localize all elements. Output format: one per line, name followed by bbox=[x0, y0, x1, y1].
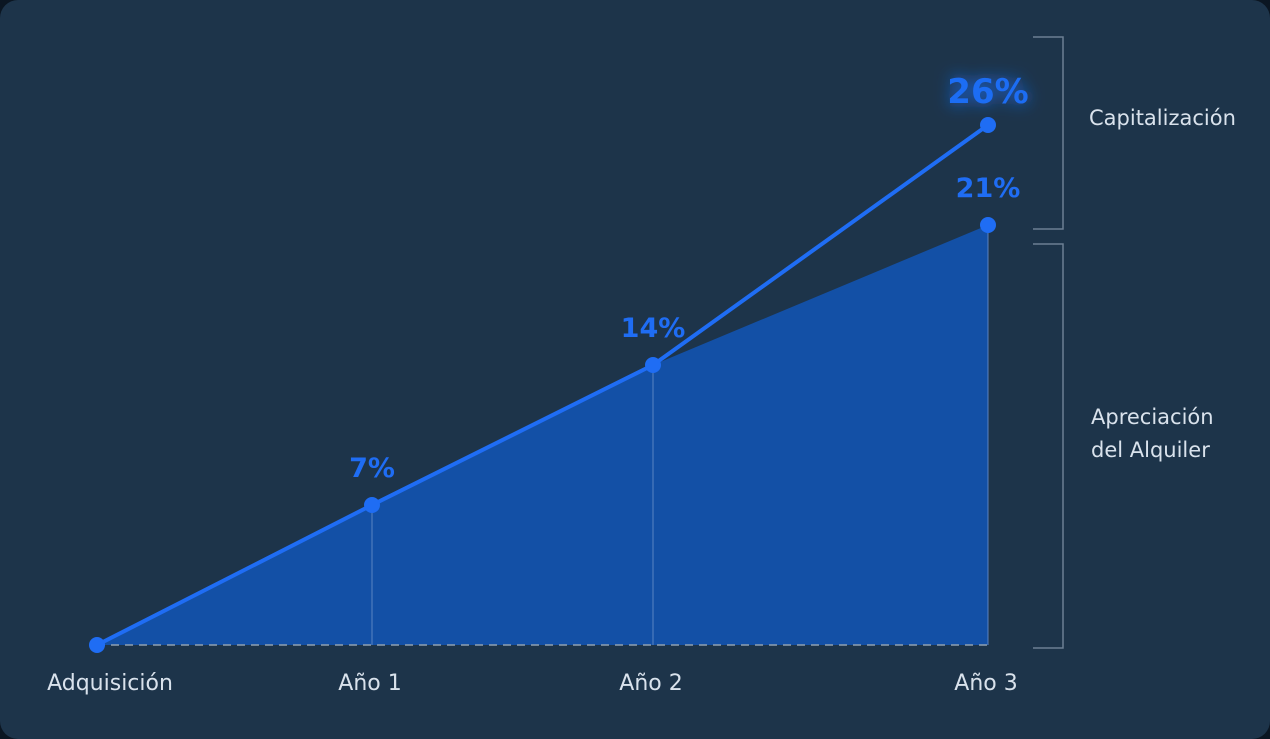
bracket-label-apreciacion: Apreciación bbox=[1091, 405, 1214, 429]
x-tick-label: Adquisición bbox=[47, 671, 173, 696]
bracket-apreciacion bbox=[1033, 243, 1064, 649]
x-tick-label: Año 3 bbox=[954, 671, 1017, 696]
series-line-capitalizacion bbox=[95, 123, 990, 647]
data-point bbox=[364, 497, 380, 513]
x-tick-label: Año 2 bbox=[619, 671, 682, 696]
data-label: 21% bbox=[956, 173, 1021, 204]
x-tick-label: Año 1 bbox=[338, 671, 401, 696]
bracket-capitalizacion bbox=[1033, 36, 1064, 230]
data-point bbox=[980, 117, 996, 133]
bracket-label-apreciacion: del Alquiler bbox=[1091, 438, 1210, 462]
data-point bbox=[645, 357, 661, 373]
bracket-label-capitalizacion: Capitalización bbox=[1089, 106, 1236, 130]
data-label: 26% bbox=[947, 72, 1028, 112]
data-label: 7% bbox=[349, 453, 395, 484]
data-point bbox=[980, 217, 996, 233]
data-point bbox=[89, 637, 105, 653]
series-area-apreciacion bbox=[97, 225, 988, 645]
data-label: 14% bbox=[621, 313, 686, 344]
